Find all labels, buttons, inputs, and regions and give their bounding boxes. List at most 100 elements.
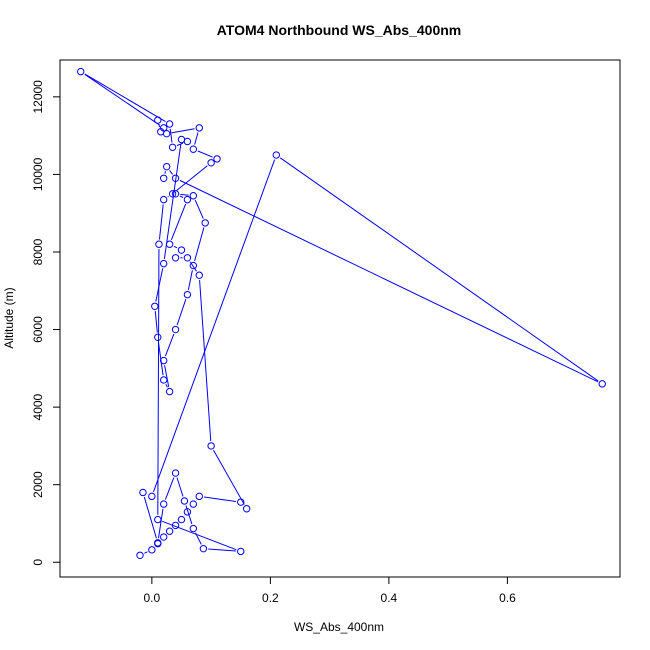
data-point [171, 469, 180, 477]
data-point [171, 190, 180, 198]
data-point [168, 190, 177, 198]
series-segment [199, 280, 212, 442]
series-segment [171, 128, 195, 134]
data-point [183, 137, 192, 146]
data-point [272, 151, 280, 159]
data-point [207, 159, 215, 167]
y-tick-label: 10000 [31, 157, 45, 191]
series-segment [164, 171, 166, 174]
series-segment [153, 159, 276, 492]
data-point [160, 533, 168, 541]
data-point [151, 302, 159, 310]
series-segment [154, 311, 158, 333]
series-segment [195, 532, 202, 545]
data-point [162, 129, 171, 138]
data-point [171, 174, 180, 182]
data-point [165, 527, 174, 535]
data-point [189, 192, 198, 200]
data-point [237, 498, 245, 506]
data-point [195, 124, 203, 132]
series-segment [158, 204, 164, 240]
plot-frame [59, 59, 621, 578]
x-tick-label: 0.2 [262, 591, 279, 605]
series-segment [203, 496, 237, 502]
data-point [242, 505, 251, 513]
data-point [195, 492, 203, 501]
y-tick-label: 4000 [31, 393, 45, 420]
y-axis-label: Altitude (m) [2, 287, 16, 348]
series-segment [143, 496, 157, 539]
x-axis: 0.0 0.2 0.4 0.6 [144, 576, 516, 605]
series-segment [84, 73, 166, 122]
series-segment [194, 132, 199, 145]
data-point [165, 240, 174, 248]
data-point [77, 67, 85, 76]
series-segment [158, 508, 164, 539]
series-segment [84, 73, 161, 126]
series-segment [169, 128, 173, 143]
x-axis-label: WS_Abs_400nm [294, 620, 384, 634]
data-point [160, 195, 168, 204]
data-point [168, 143, 177, 151]
series-segment [144, 551, 148, 554]
data-point [171, 325, 180, 334]
x-tick-label: 0.4 [381, 591, 398, 605]
series-segment [194, 199, 204, 219]
y-tick-label: 12000 [31, 80, 45, 114]
data-point [165, 387, 174, 396]
data-point [189, 524, 198, 533]
data-point [160, 259, 168, 268]
series-segment [187, 270, 193, 291]
data-point [160, 356, 168, 365]
y-tick-label: 8000 [31, 238, 45, 265]
data-point [148, 546, 156, 554]
series-segment [165, 384, 168, 388]
data-point [177, 515, 186, 524]
series-segment [213, 449, 245, 505]
x-tick-label: 0.6 [499, 591, 516, 605]
series-segment [197, 150, 213, 158]
data-point [160, 376, 168, 384]
series-segment [164, 365, 170, 387]
data-point [171, 254, 180, 262]
data-point [160, 174, 168, 182]
data-point [195, 271, 203, 279]
series-segment [173, 245, 178, 249]
series-segment [176, 299, 187, 326]
series-segment [176, 477, 184, 497]
series-segment [176, 142, 184, 146]
series-segment [164, 477, 175, 500]
data-point [237, 547, 245, 556]
data-point [207, 442, 215, 450]
series-segment [208, 548, 236, 552]
data-point [165, 120, 174, 128]
data-point [139, 488, 147, 497]
series-segment [176, 165, 208, 192]
series-segment [169, 170, 174, 175]
series-segment [164, 333, 175, 357]
data-point [183, 290, 192, 299]
data-point [598, 380, 606, 388]
data-point [183, 195, 192, 204]
data-point [148, 492, 156, 501]
y-tick-label: 6000 [31, 316, 45, 343]
data-point [136, 551, 144, 559]
series-segment [279, 157, 599, 382]
y-axis: 0 2000 4000 6000 8000 10000 12000 [31, 80, 61, 566]
series-segment [163, 144, 182, 259]
y-tick-label: 0 [31, 559, 45, 566]
series-layer [77, 67, 606, 559]
series-segment [180, 193, 189, 196]
data-point [201, 219, 209, 227]
data-point [189, 261, 198, 270]
series-segment [194, 227, 205, 262]
data-point [155, 240, 163, 248]
chart-title: ATOM4 Northbound WS_Abs_400nm [217, 22, 462, 38]
series-segment [158, 124, 161, 128]
series-segment [162, 520, 237, 551]
series-segment [179, 179, 599, 383]
data-point [160, 500, 168, 508]
data-point [183, 254, 192, 262]
data-point [213, 155, 221, 163]
